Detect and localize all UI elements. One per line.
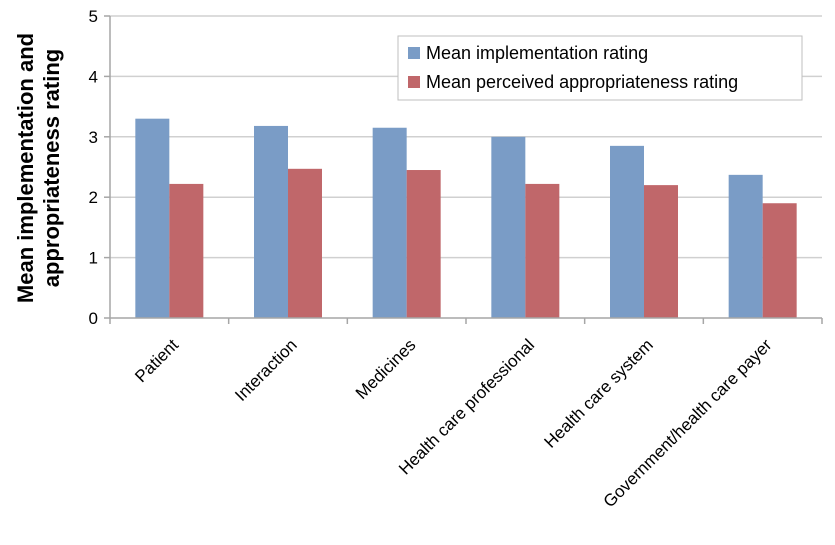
bar-appropriateness [644,185,678,318]
bar-appropriateness [406,170,441,318]
axes [109,16,823,324]
category-label: Health care system [541,335,657,451]
y-axis-label-line-2: appropriateness rating [39,49,64,287]
y-axis-label-line-1: Mean implementation and [13,33,38,303]
bars [135,118,797,319]
bar-implementation [491,136,526,318]
y-tick-label: 4 [89,67,98,86]
bar-implementation [372,127,407,319]
y-tick-labels: 0 1 2 3 4 5 [89,7,110,328]
y-tick-label: 5 [89,7,98,26]
bar-appropriateness [525,183,560,318]
bar-appropriateness [169,183,204,318]
bar-implementation [610,145,644,318]
legend-label-appropriateness: Mean perceived appropriateness rating [426,72,738,92]
y-tick-label: 1 [89,249,98,268]
bar-implementation [728,174,763,318]
category-label: Medicines [352,335,420,403]
y-tick-label: 0 [89,309,98,328]
legend-label-implementation: Mean implementation rating [426,43,648,63]
bar-appropriateness [288,168,322,318]
bar-implementation [254,125,288,318]
legend-swatch-implementation [408,47,420,59]
bar-appropriateness [762,203,797,318]
y-tick-label: 3 [89,128,98,147]
bar-implementation [135,118,170,319]
category-label: Patient [131,335,182,386]
legend-box [397,35,803,101]
legend: Mean implementation rating Mean perceive… [397,35,803,101]
y-axis-label: Mean implementation and appropriateness … [13,33,64,303]
category-label: Health care professional [395,335,538,478]
y-tick-label: 2 [89,188,98,207]
category-label: Interaction [231,335,301,405]
legend-swatch-appropriateness [408,76,420,88]
